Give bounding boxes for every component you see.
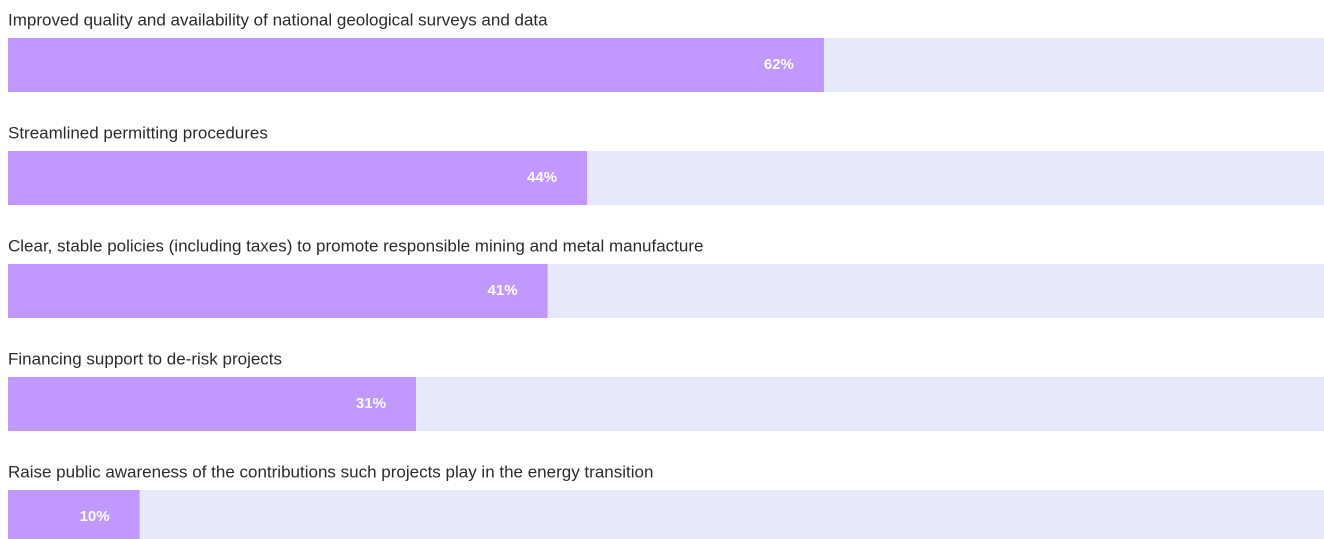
value-label: 62% — [764, 56, 794, 73]
category-label: Clear, stable policies (including taxes)… — [8, 236, 703, 255]
category-label: Streamlined permitting procedures — [8, 123, 268, 142]
bar — [8, 264, 548, 318]
bar — [8, 38, 824, 92]
bar — [8, 151, 588, 205]
bar — [8, 490, 140, 539]
bar-track — [8, 490, 1324, 539]
bar — [8, 377, 416, 431]
value-label: 41% — [488, 282, 518, 299]
category-label: Raise public awareness of the contributi… — [8, 462, 653, 481]
value-label: 44% — [527, 169, 557, 186]
value-label: 31% — [356, 395, 386, 412]
value-label: 10% — [80, 508, 110, 525]
category-label: Financing support to de-risk projects — [8, 349, 282, 368]
category-label: Improved quality and availability of nat… — [8, 10, 548, 29]
